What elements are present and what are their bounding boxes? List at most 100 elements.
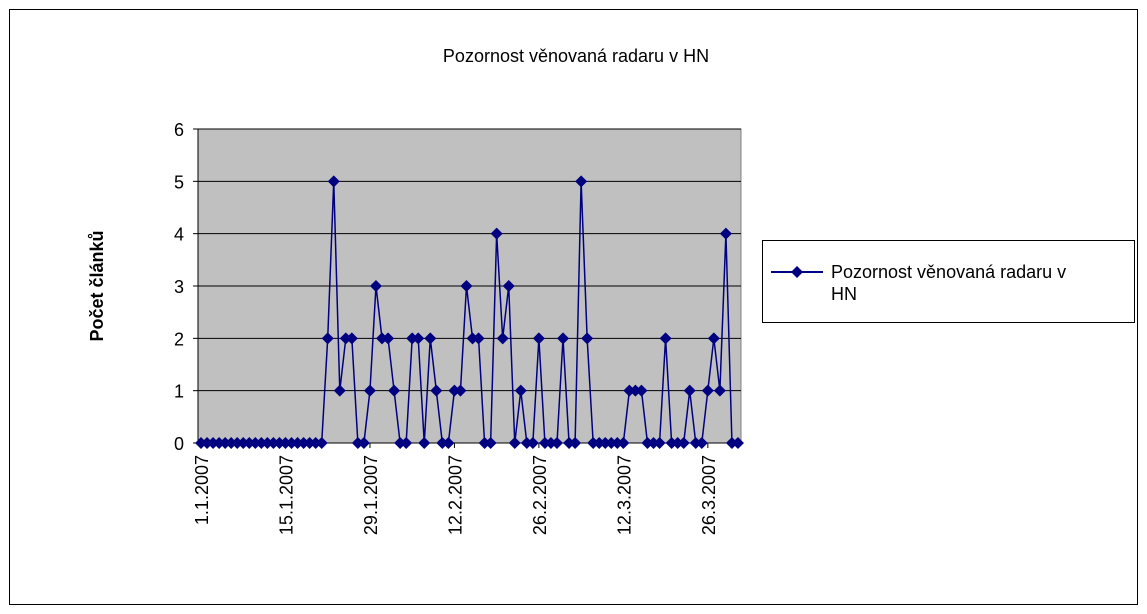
data-point (339, 332, 352, 345)
data-point (424, 332, 437, 345)
data-point (611, 437, 624, 449)
data-point (671, 437, 684, 449)
data-point (514, 384, 527, 397)
data-point (502, 280, 515, 292)
data-point (237, 437, 250, 449)
y-axis-title: Počet článků (87, 230, 107, 341)
y-tick-label: 1 (174, 382, 184, 402)
data-point (659, 332, 672, 345)
x-tick-label: 15.1.2007 (276, 455, 296, 535)
data-point (315, 437, 328, 449)
data-point (490, 227, 503, 240)
data-point (369, 280, 382, 292)
data-point (484, 437, 497, 449)
data-point (195, 437, 208, 449)
data-point (731, 437, 744, 449)
data-point (683, 384, 696, 397)
data-point (641, 437, 654, 449)
data-point (363, 384, 376, 397)
data-point (701, 384, 714, 397)
data-point (695, 437, 708, 449)
chart-title: Pozornost věnovaná radaru v HN (443, 46, 709, 66)
data-point (689, 437, 702, 449)
data-point (599, 437, 612, 449)
data-point (351, 437, 364, 449)
data-point (321, 332, 334, 345)
data-point (677, 437, 690, 449)
data-point (357, 437, 370, 449)
legend-label: Pozornost věnovaná radaru v HN (831, 262, 1067, 304)
data-point (213, 437, 226, 449)
data-point (285, 437, 298, 449)
x-tick-label: 12.3.2007 (614, 455, 634, 535)
x-tick-label: 26.3.2007 (699, 455, 719, 535)
y-tick-label: 2 (174, 329, 184, 349)
data-point (472, 332, 485, 345)
data-point (243, 437, 256, 449)
data-point (448, 384, 461, 397)
data-point (207, 437, 220, 449)
data-point (725, 437, 738, 449)
data-point (406, 332, 419, 345)
data-point (418, 437, 431, 449)
data-point (466, 332, 479, 345)
data-point (605, 437, 618, 449)
data-point (303, 437, 316, 449)
data-point (719, 227, 732, 240)
data-point (297, 437, 310, 449)
y-tick-label: 0 (174, 434, 184, 454)
data-point (400, 437, 413, 449)
legend-symbol (771, 266, 823, 278)
data-point (454, 384, 467, 397)
data-point (255, 437, 268, 449)
data-point (653, 437, 666, 449)
data-point (520, 437, 533, 449)
data-point (333, 384, 346, 397)
y-tick-label: 6 (174, 120, 184, 140)
data-point (394, 437, 407, 449)
data-point (593, 437, 606, 449)
data-point (261, 437, 274, 449)
data-point (309, 437, 322, 449)
data-point (273, 437, 286, 449)
data-point (665, 437, 678, 449)
data-point (382, 332, 395, 345)
data-point (219, 437, 232, 449)
data-point (569, 437, 582, 449)
data-point (496, 332, 509, 345)
data-point (581, 332, 594, 345)
data-point (647, 437, 660, 449)
data-point (436, 437, 449, 449)
data-point (291, 437, 304, 449)
data-point (478, 437, 491, 449)
y-tick-label: 4 (174, 225, 184, 245)
data-point (201, 437, 214, 449)
data-point (587, 437, 600, 449)
data-point (538, 437, 551, 449)
legend-marker (791, 266, 803, 278)
data-point (575, 175, 588, 188)
data-point (249, 437, 262, 449)
data-point (526, 437, 539, 449)
x-tick-label: 12.2.2007 (445, 455, 465, 535)
data-point (550, 437, 563, 449)
data-point (508, 437, 521, 449)
data-point (557, 332, 570, 345)
data-point (713, 384, 726, 397)
x-tick-label: 26.2.2007 (530, 455, 550, 535)
data-point (629, 384, 642, 397)
data-point (563, 437, 576, 449)
legend: Pozornost věnovaná radaru v HN (762, 240, 1135, 323)
data-point (532, 332, 545, 345)
data-point (635, 384, 648, 397)
data-point (376, 332, 389, 345)
data-point (231, 437, 244, 449)
data-point (442, 437, 455, 449)
data-point (460, 280, 473, 292)
data-point (345, 332, 358, 345)
data-point (617, 437, 630, 449)
data-point (327, 175, 340, 188)
x-tick-label: 1.1.2007 (192, 455, 212, 525)
data-point (279, 437, 292, 449)
